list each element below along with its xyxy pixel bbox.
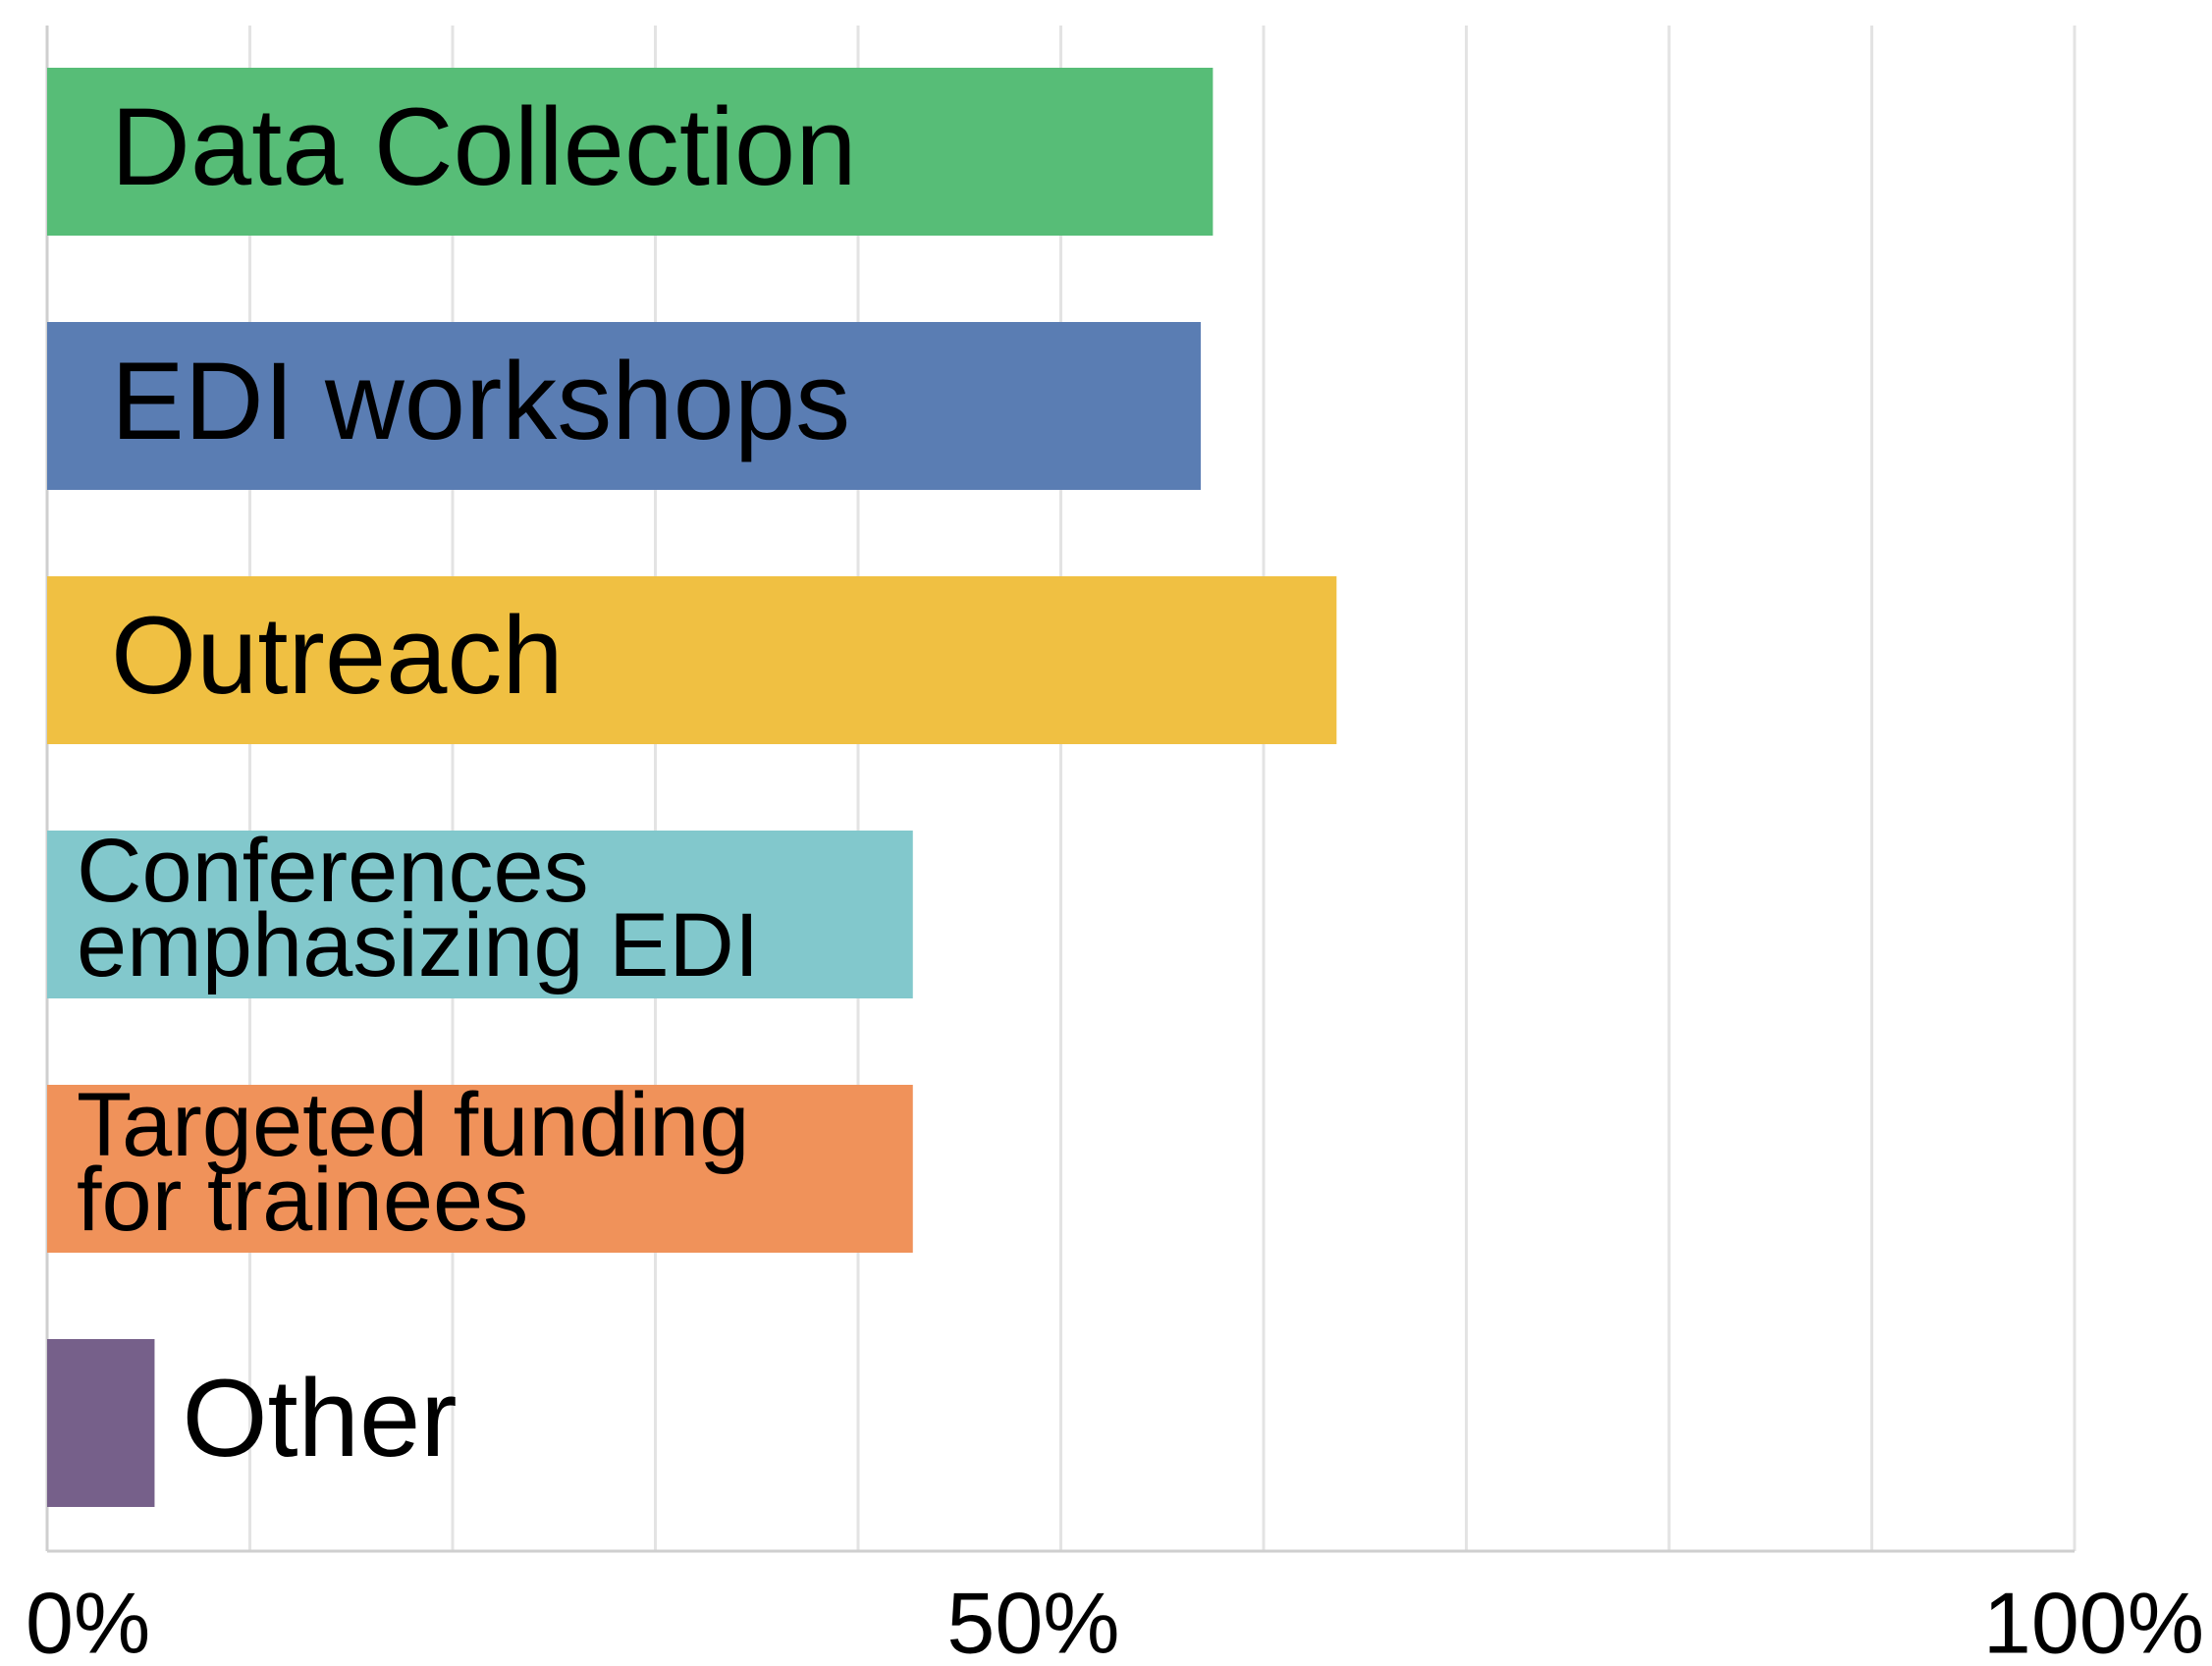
bar-label: Data Collection bbox=[111, 85, 857, 208]
bar bbox=[47, 68, 1214, 236]
bar-label: Conferences bbox=[77, 821, 589, 921]
bar bbox=[47, 831, 913, 998]
x-tick-label: 0% bbox=[26, 1574, 150, 1666]
bar bbox=[47, 576, 1337, 744]
x-tick-label: 50% bbox=[946, 1574, 1119, 1666]
bar-label: for trainees bbox=[77, 1150, 528, 1250]
bar bbox=[47, 1085, 913, 1253]
bar-label: EDI workshops bbox=[111, 340, 850, 462]
bar bbox=[47, 1339, 155, 1507]
bar bbox=[47, 322, 1201, 490]
bar-label: Other bbox=[182, 1357, 457, 1479]
bar-label: Targeted funding bbox=[77, 1075, 749, 1175]
bar-label: emphasizing EDI bbox=[77, 895, 759, 995]
bar-label: Outreach bbox=[111, 594, 564, 717]
x-tick-label: 100% bbox=[1983, 1574, 2204, 1666]
